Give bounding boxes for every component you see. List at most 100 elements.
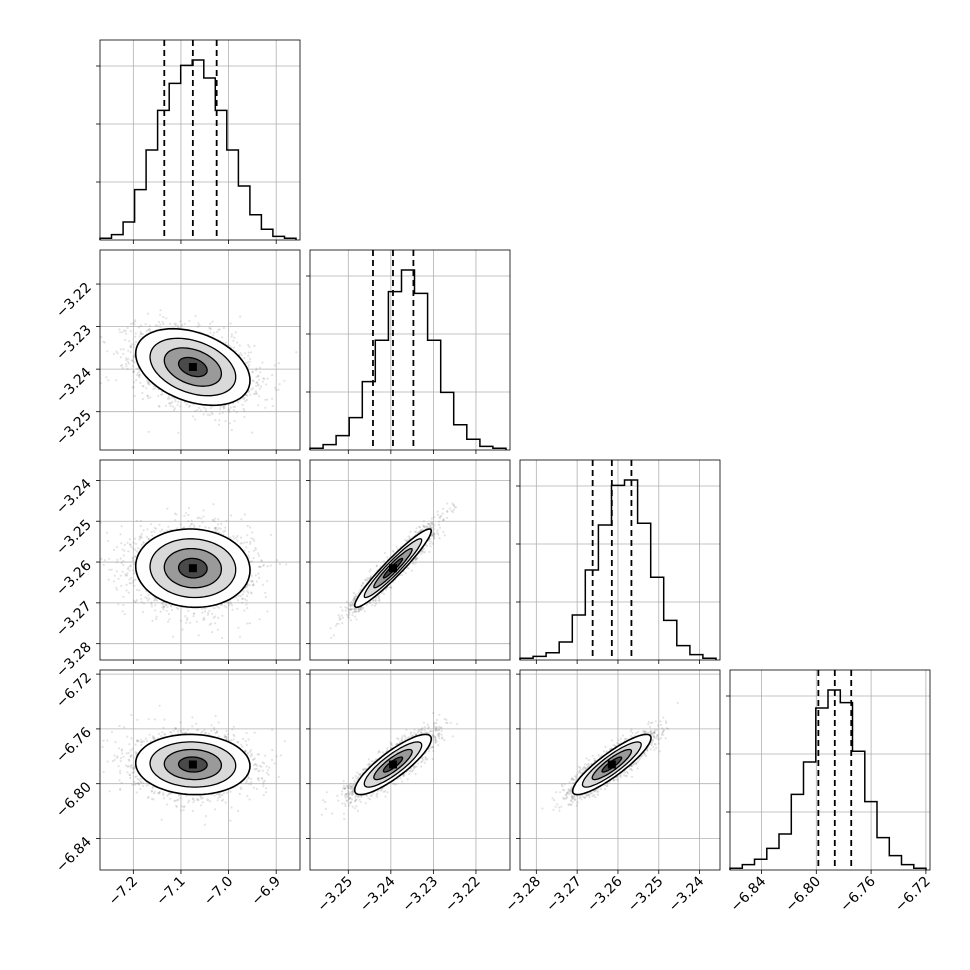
scatter-point <box>125 358 128 362</box>
scatter-point <box>255 381 258 384</box>
scatter-point <box>125 589 128 592</box>
scatter-point <box>139 524 142 528</box>
scatter-point <box>121 331 124 334</box>
scatter-point <box>147 312 150 315</box>
scatter-point <box>122 603 125 607</box>
scatter-point <box>217 328 220 331</box>
scatter-point <box>208 326 211 329</box>
scatter-point <box>251 431 254 434</box>
scatter-point <box>173 512 177 515</box>
scatter-point <box>228 604 231 607</box>
scatter-point <box>159 313 162 316</box>
scatter-point <box>137 374 140 377</box>
scatter-point <box>212 334 215 337</box>
scatter-point <box>222 407 225 410</box>
scatter-point <box>230 335 233 338</box>
scatter-point <box>250 592 253 595</box>
scatter-point <box>154 527 158 530</box>
scatter-point <box>245 362 248 365</box>
scatter-point <box>147 381 150 384</box>
scatter-point <box>125 574 128 577</box>
scatter-point <box>139 330 142 333</box>
scatter-point <box>246 361 249 364</box>
scatter-point <box>198 324 201 327</box>
scatter-point <box>154 598 157 602</box>
scatter-point <box>122 560 125 563</box>
scatter-point <box>130 545 133 548</box>
scatter-point <box>245 541 249 544</box>
scatter-point <box>246 583 249 587</box>
scatter-point <box>255 375 258 378</box>
scatter-point <box>259 371 262 374</box>
scatter-point <box>258 565 261 569</box>
scatter-point <box>132 356 135 359</box>
scatter-point <box>256 381 259 384</box>
scatter-point <box>266 610 269 613</box>
scatter-point <box>266 565 269 568</box>
scatter-point <box>234 331 237 334</box>
scatter-point <box>199 409 202 412</box>
scatter-point <box>252 380 255 383</box>
scatter-point <box>210 411 213 414</box>
scatter-point <box>251 584 254 587</box>
scatter-point <box>138 535 141 538</box>
scatter-point <box>271 405 274 408</box>
scatter-point <box>158 405 161 408</box>
scatter-point <box>185 621 188 624</box>
scatter-point <box>174 400 177 403</box>
scatter-point <box>133 601 136 604</box>
scatter-point <box>167 525 170 528</box>
scatter-point <box>96 582 98 584</box>
scatter-point <box>134 332 137 335</box>
scatter-point <box>285 563 288 566</box>
scatter-point <box>257 552 260 555</box>
scatter-point <box>213 520 216 523</box>
scatter-point <box>161 393 164 396</box>
scatter-point <box>211 320 214 323</box>
scatter-point <box>247 344 250 347</box>
scatter-point <box>204 408 208 411</box>
scatter-point <box>257 375 260 378</box>
scatter-point <box>236 599 240 602</box>
scatter-point <box>243 409 246 412</box>
scatter-point <box>121 610 124 613</box>
scatter-point <box>142 385 145 388</box>
scatter-point <box>148 328 151 331</box>
scatter-point <box>239 315 242 318</box>
scatter-point <box>259 366 262 369</box>
scatter-point <box>122 352 125 355</box>
scatter-point <box>115 561 119 564</box>
scatter-point <box>129 345 132 348</box>
scatter-point <box>132 371 135 374</box>
scatter-point <box>251 531 254 534</box>
scatter-point <box>157 404 161 408</box>
scatter-point <box>157 394 160 398</box>
scatter-point <box>248 345 251 348</box>
scatter-point <box>246 394 249 397</box>
scatter-point <box>196 409 199 412</box>
scatter-point <box>131 359 135 362</box>
scatter-point <box>249 542 252 545</box>
scatter-point <box>253 539 256 543</box>
scatter-point <box>244 400 247 403</box>
scatter-point <box>123 543 126 547</box>
scatter-point <box>103 559 107 562</box>
scatter-point <box>255 580 258 583</box>
scatter-point <box>254 548 257 551</box>
scatter-point <box>140 600 143 604</box>
scatter-point <box>252 584 255 587</box>
scatter-point <box>132 579 135 582</box>
scatter-point <box>239 351 242 355</box>
scatter-point <box>255 367 258 370</box>
scatter-point <box>173 409 176 412</box>
scatter-point <box>131 559 134 562</box>
scatter-point <box>175 323 178 326</box>
scatter-point <box>173 322 176 325</box>
scatter-point <box>266 579 269 583</box>
scatter-point <box>153 599 156 602</box>
scatter-point <box>134 542 138 546</box>
scatter-point <box>264 383 268 386</box>
scatter-point <box>193 524 196 527</box>
scatter-point <box>116 558 119 562</box>
scatter-point <box>132 355 135 359</box>
